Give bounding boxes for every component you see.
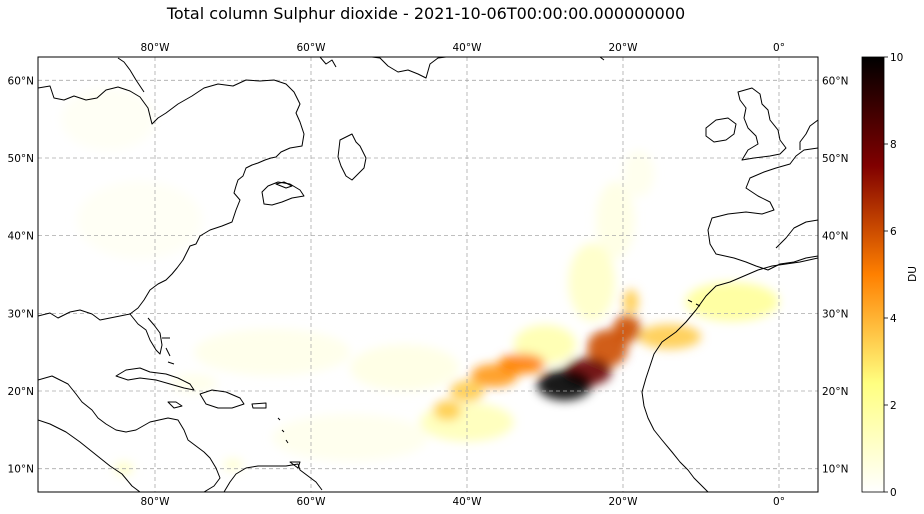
coastline-hispaniola — [199, 389, 245, 409]
lat-tick-label-right: 20°N — [822, 386, 848, 398]
lat-tick-label-right: 40°N — [822, 231, 848, 243]
coastline-pei — [275, 181, 293, 189]
lat-tick-label-left: 50°N — [8, 153, 34, 165]
plume-blob — [612, 314, 641, 343]
colorbar-tick-label: 4 — [890, 313, 897, 325]
lat-tick-label-right: 30°N — [822, 308, 848, 320]
coastline-jamaica — [167, 401, 183, 409]
lat-tick-label-right: 10°N — [822, 464, 848, 476]
coastline-ireland — [705, 117, 737, 143]
coastline-europe — [707, 147, 818, 271]
coastline-newfoundland — [337, 133, 367, 181]
map-tick-labels: 80°W 80°W 60°W 60°W 40°W 40°W 20°W 20°W 0° 0° 60°N… — [8, 42, 849, 508]
plume-blob — [272, 414, 428, 461]
colorbar-tick-label: 8 — [890, 139, 897, 151]
lon-tick-label-bottom: 20°W — [609, 496, 639, 508]
coastline-cuba — [115, 367, 195, 391]
coastline-central-america — [38, 419, 141, 492]
colorbar-label: DU — [907, 266, 919, 282]
map-gridlines — [38, 57, 818, 492]
colorbar-tick-label: 10 — [890, 52, 903, 64]
colorbar-tick-label: 6 — [890, 226, 897, 238]
coastlines — [38, 57, 818, 492]
lon-tick-label-bottom: 40°W — [453, 496, 483, 508]
lon-tick-label-top: 20°W — [609, 42, 639, 54]
coastline-florida — [129, 313, 163, 355]
lon-tick-label-top: 40°W — [453, 42, 483, 54]
plume-blob — [350, 344, 460, 392]
lon-tick-label-bottom: 60°W — [297, 496, 327, 508]
coastline-gulf — [38, 375, 221, 492]
coastline-north-america — [38, 79, 305, 321]
coastline-canaries — [687, 299, 701, 307]
plume-blob — [76, 181, 202, 259]
coastline-britain — [737, 87, 787, 161]
coastline-nova-scotia — [261, 181, 305, 206]
coastline-africa — [641, 257, 818, 492]
lon-tick-label-top: 0° — [773, 42, 785, 54]
lat-tick-label-left: 40°N — [8, 231, 34, 243]
plume-blob — [61, 88, 156, 151]
plume-blob — [194, 328, 350, 376]
plume-blob — [595, 181, 635, 259]
colorbar — [861, 56, 885, 493]
lon-tick-label-top: 80°W — [141, 42, 171, 54]
coastline-europe-north — [799, 119, 818, 150]
plume-blob — [685, 282, 779, 322]
plume-blob — [623, 289, 639, 315]
coastline-bahamas — [162, 337, 175, 365]
colorbar-tick-label: 2 — [890, 400, 897, 412]
plume-blob — [568, 243, 616, 322]
lat-tick-label-right: 50°N — [822, 153, 848, 165]
coastline-iberia-east — [775, 219, 818, 249]
lat-tick-label-left: 20°N — [8, 386, 34, 398]
coastline-greenland — [371, 57, 447, 79]
plume-blob — [223, 459, 243, 471]
coastline-antilles — [277, 417, 289, 444]
plume-blob — [433, 400, 462, 421]
coastline-puerto-rico — [251, 402, 267, 409]
lat-tick-label-left: 60°N — [8, 75, 34, 87]
coastline-trinidad — [289, 461, 301, 469]
lon-tick-label-bottom: 80°W — [141, 496, 171, 508]
colorbar-tick-label: 0 — [890, 487, 897, 499]
plume-blob — [513, 324, 577, 364]
coastline-hudson — [117, 57, 145, 93]
map-frame — [37, 56, 819, 493]
plume-blob — [623, 150, 655, 197]
figure-title: Total column Sulphur dioxide - 2021-10-0… — [166, 4, 685, 23]
lat-tick-label-right: 60°N — [822, 75, 848, 87]
plume-blob — [537, 369, 592, 401]
lon-tick-label-bottom: 0° — [773, 496, 785, 508]
plume-blob — [498, 353, 545, 374]
lat-tick-label-left: 10°N — [8, 464, 34, 476]
colorbar-ticks: 0 2 4 6 8 10 — [884, 52, 903, 499]
lat-tick-label-left: 30°N — [8, 308, 34, 320]
coastline-labrador — [319, 57, 337, 68]
coastline-south-america — [223, 463, 323, 492]
lon-tick-label-top: 60°W — [297, 42, 327, 54]
